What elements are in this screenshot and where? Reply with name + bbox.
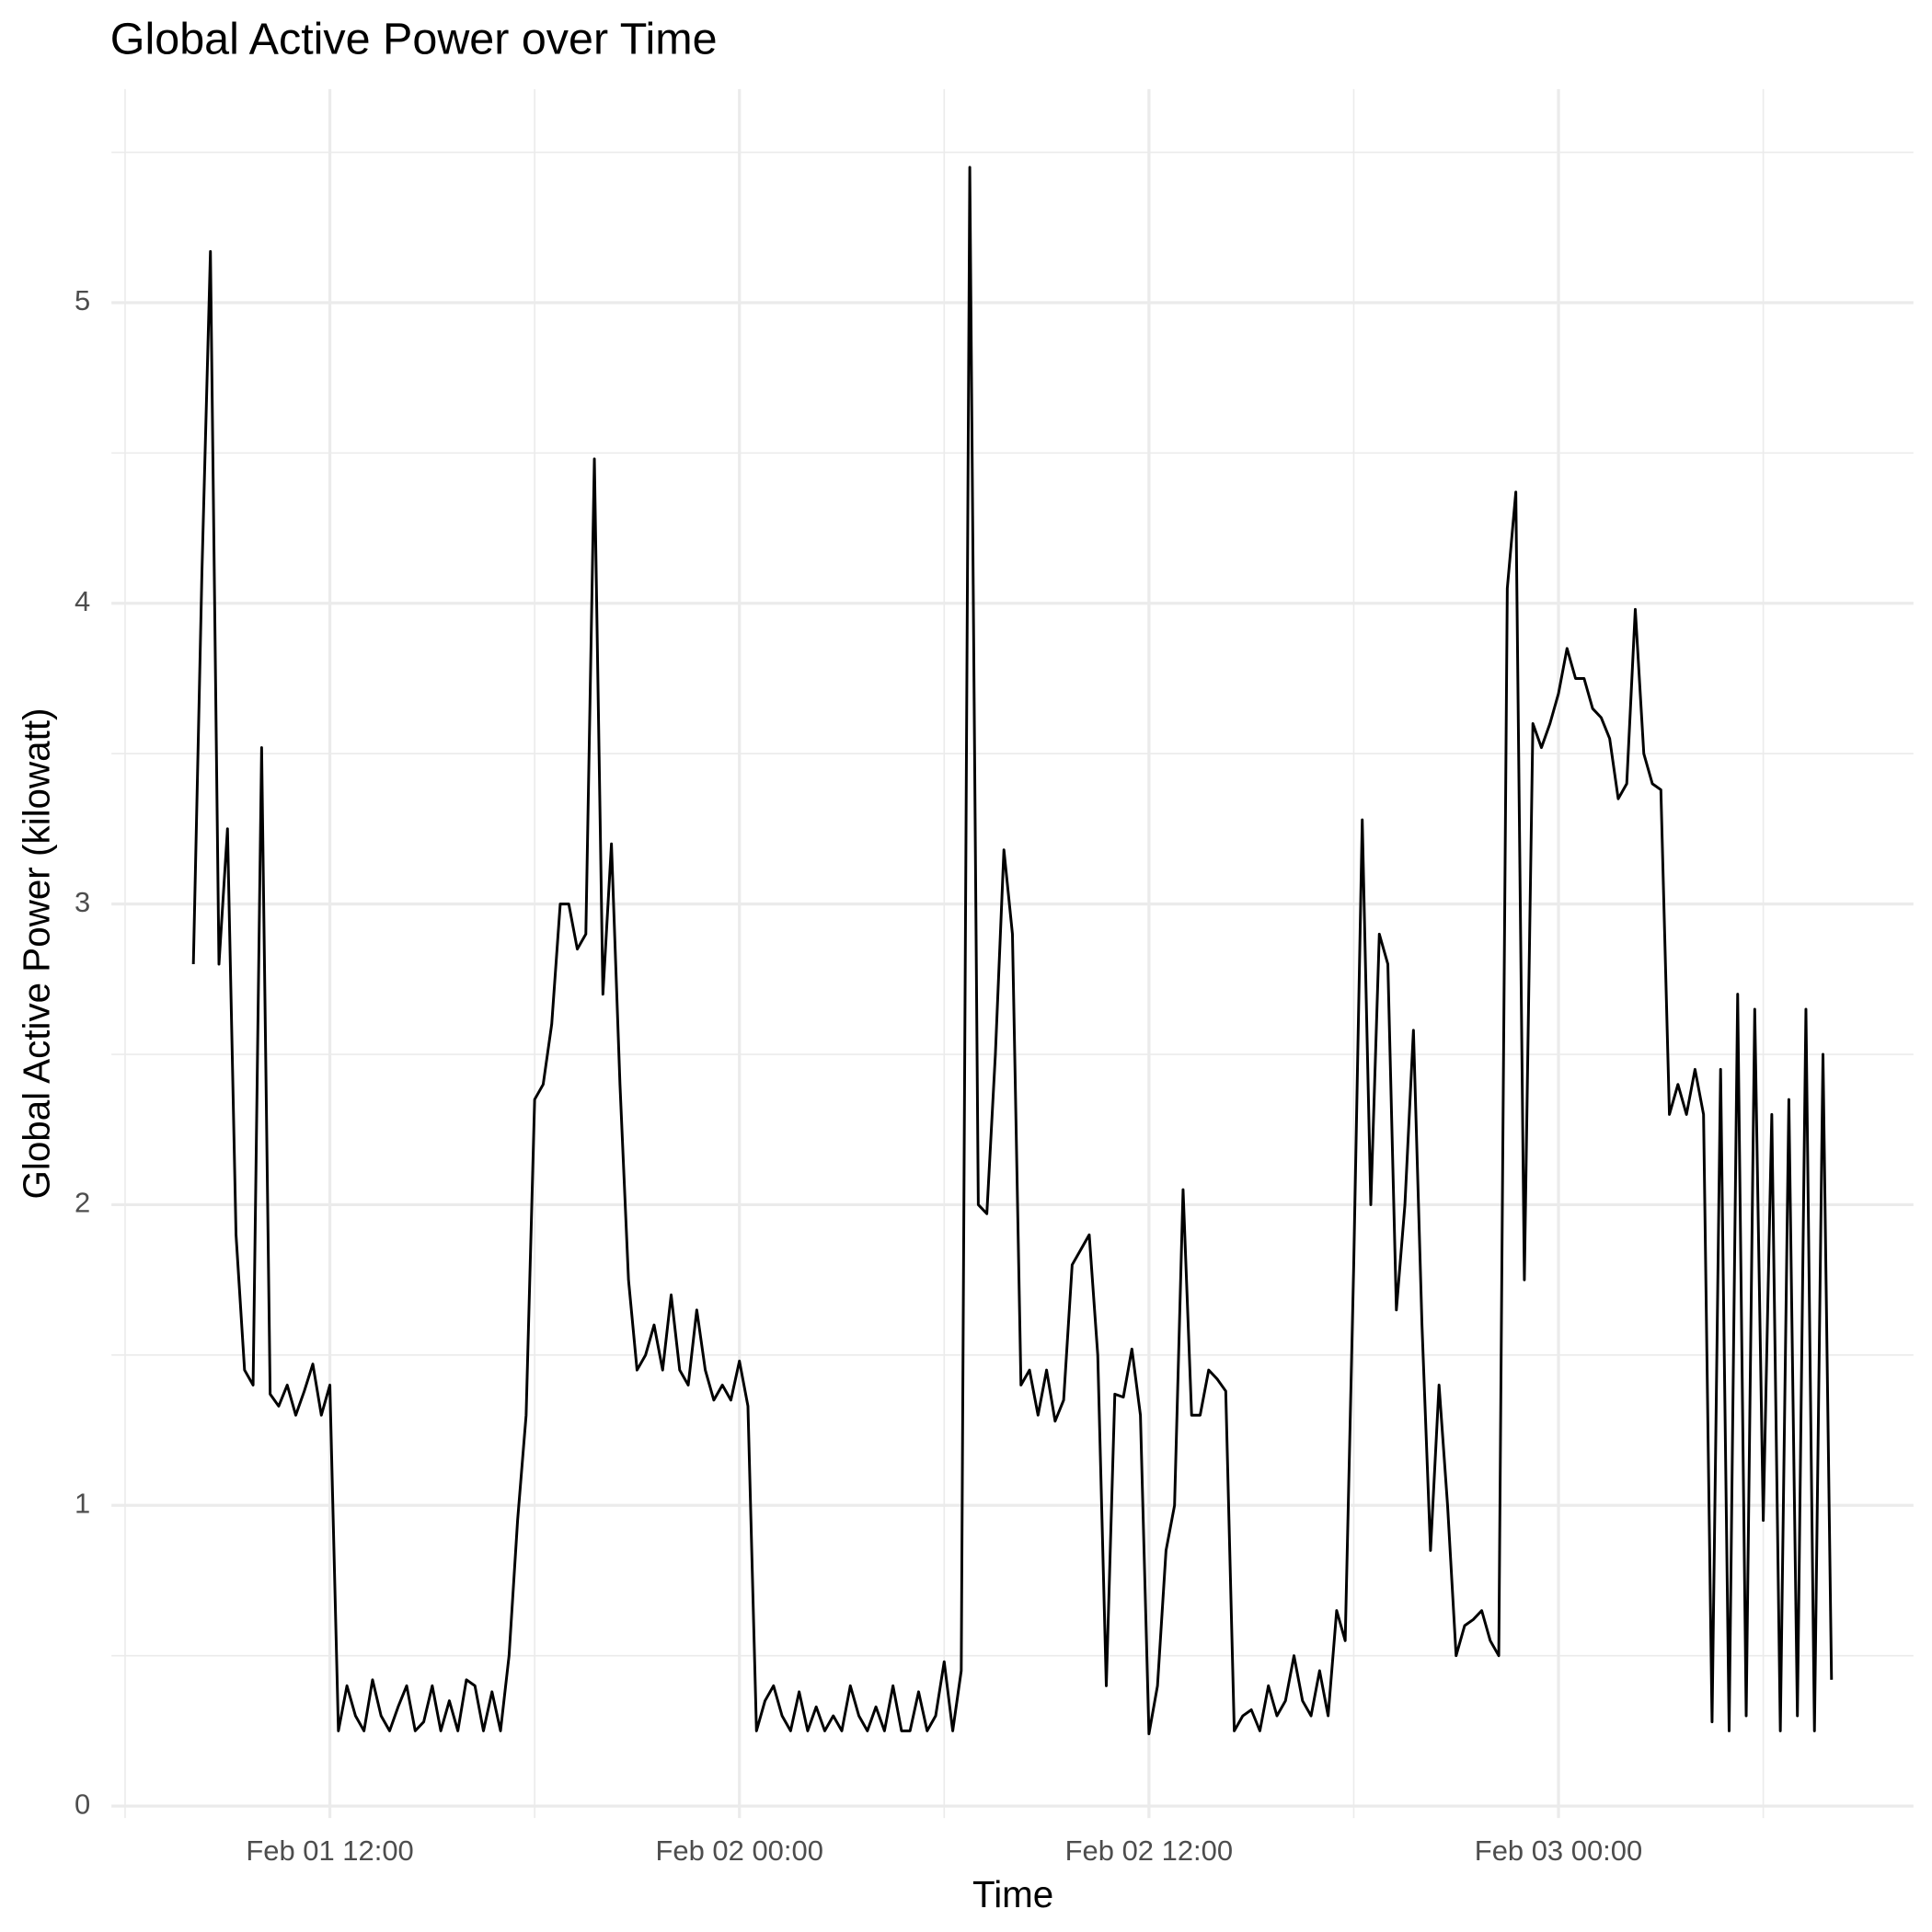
series-line: [191, 166, 1834, 1736]
x-tick-label: Feb 03 00:00: [1475, 1834, 1642, 1867]
y-tick-label: 0: [75, 1788, 90, 1820]
x-tick-label: Feb 02 00:00: [655, 1834, 822, 1867]
y-tick-label: 4: [75, 585, 90, 617]
grid: [111, 88, 1914, 1819]
y-axis-title: Global Active Power (kilowatt): [16, 708, 58, 1200]
x-axis-title: Time: [972, 1873, 1053, 1915]
y-tick-label: 2: [75, 1187, 90, 1219]
plot-area: [191, 166, 1834, 1736]
x-tick-label: Feb 02 12:00: [1065, 1834, 1233, 1867]
y-tick-label: 3: [75, 886, 90, 918]
y-tick-label: 1: [75, 1487, 90, 1519]
chart-title: Global Active Power over Time: [110, 15, 718, 64]
y-tick-label: 5: [75, 284, 90, 316]
x-tick-label: Feb 01 12:00: [246, 1834, 413, 1867]
